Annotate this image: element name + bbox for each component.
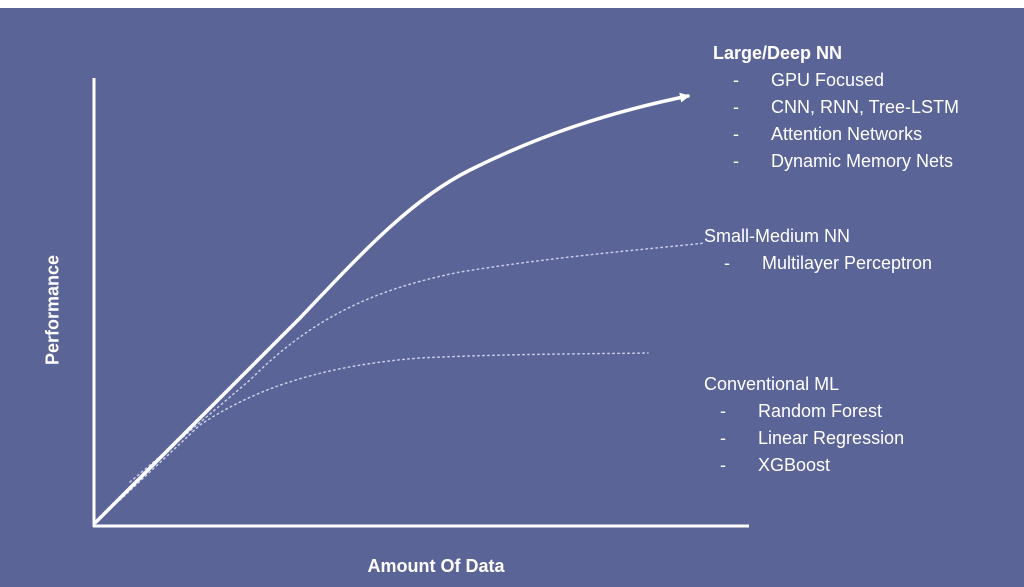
list-item: - CNN, RNN, Tree-LSTM [733, 94, 959, 121]
x-axis-label: Amount Of Data [367, 556, 505, 576]
list-item-text: CNN, RNN, Tree-LSTM [771, 97, 960, 117]
list-item-text: GPU Focused [771, 70, 885, 90]
small-medium-nn-heading: Small-Medium NN [704, 226, 851, 246]
conventional-ml-heading: Conventional ML [704, 374, 840, 394]
large-deep-nn-curve [94, 92, 690, 524]
large-deep-nn-group: Large/Deep NN - GPU Focused - CNN, RNN, Tr… [713, 40, 959, 175]
bullet-dash: - [733, 151, 739, 171]
bullet-dash: - [733, 70, 739, 90]
list-item-text: Linear Regression [758, 428, 905, 448]
list-item: - Dynamic Memory Nets [733, 148, 959, 175]
list-item-text: XGBoost [758, 455, 831, 475]
conventional-ml-curve [119, 352, 649, 501]
list-item: - Random Forest [720, 398, 904, 425]
conventional-ml-list: - Random Forest - Linear Regression - XGBoo… [704, 398, 904, 479]
bullet-dash: - [724, 253, 730, 273]
bullet-dash: - [720, 428, 726, 448]
small-medium-nn-list: - Multilayer Perceptron [704, 250, 932, 277]
y-axis-label: Performance [42, 254, 63, 366]
list-item: - XGBoost [720, 452, 904, 479]
list-item: - Multilayer Perceptron [724, 250, 932, 277]
conventional-ml-group: Conventional ML - Random Forest - Linear R… [704, 371, 904, 479]
list-item-text: Attention Networks [771, 124, 923, 144]
list-item-text: Random Forest [758, 401, 883, 421]
small-medium-nn-group: Small-Medium NN - Multilayer Perceptron [704, 223, 932, 277]
list-item: - Linear Regression [720, 425, 904, 452]
diagram-slide: Performance Amount Of Data Large/Deep NN… [0, 8, 1024, 587]
list-item-text: Dynamic Memory Nets [771, 151, 954, 171]
bullet-dash: - [720, 401, 726, 421]
list-item: - GPU Focused [733, 67, 959, 94]
list-item: - Attention Networks [733, 121, 959, 148]
small-medium-nn-curve [129, 242, 706, 483]
list-item-text: Multilayer Perceptron [762, 253, 933, 273]
bullet-dash: - [720, 455, 726, 475]
bullet-dash: - [733, 124, 739, 144]
large-deep-nn-list: - GPU Focused - CNN, RNN, Tree-LSTM - Atten… [713, 67, 959, 175]
large-deep-nn-heading: Large/Deep NN [713, 43, 843, 63]
bullet-dash: - [733, 97, 739, 117]
performance-diagram [92, 78, 749, 528]
